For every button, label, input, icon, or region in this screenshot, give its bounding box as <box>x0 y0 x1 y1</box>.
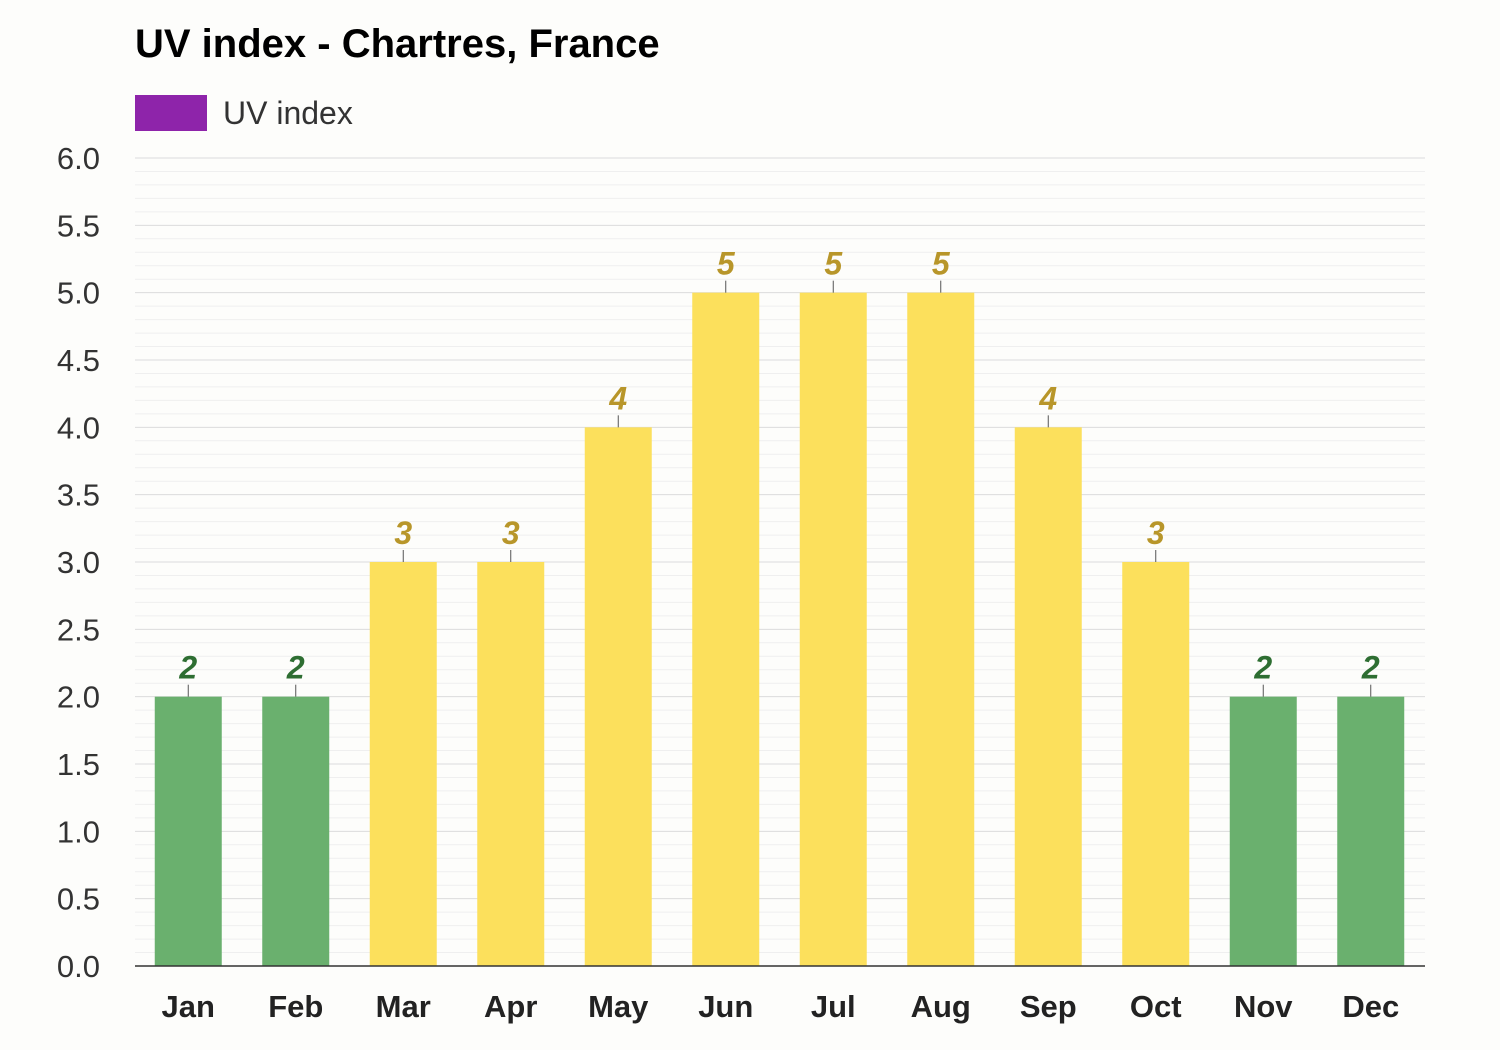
y-tick-label: 1.5 <box>57 747 100 782</box>
y-tick-label: 0.0 <box>57 949 100 984</box>
bar-aug <box>907 292 975 967</box>
axis-layer: 0.0 0.5 1.0 1.5 2.0 2.5 3.0 3.5 4.0 4.5 5.0 5.5 6.0 J… <box>57 141 1425 1024</box>
data-label: 2 <box>286 650 305 686</box>
y-tick-label: 5.5 <box>57 208 100 243</box>
x-tick-label: Nov <box>1234 989 1293 1024</box>
x-tick-label: Feb <box>268 989 323 1024</box>
x-tick-label: Sep <box>1020 989 1077 1024</box>
data-label: 5 <box>932 246 951 282</box>
bar-feb <box>262 696 330 966</box>
x-tick-label: Aug <box>911 989 971 1024</box>
x-tick-label: Jul <box>811 989 856 1024</box>
data-label: 5 <box>824 246 843 282</box>
y-tick-label: 3.5 <box>57 478 100 513</box>
x-tick-label: Jun <box>698 989 753 1024</box>
x-tick-label: Dec <box>1342 989 1399 1024</box>
y-tick-label: 6.0 <box>57 141 100 176</box>
data-label: 4 <box>608 380 627 416</box>
y-tick-label: 3.0 <box>57 545 100 580</box>
legend-swatch <box>135 95 207 131</box>
bar-jun <box>692 292 760 967</box>
y-tick-label: 2.0 <box>57 680 100 715</box>
x-tick-label: Mar <box>376 989 431 1024</box>
chart-legend: UV index <box>135 94 353 132</box>
x-tick-label: Jan <box>162 989 215 1024</box>
data-label: 3 <box>1147 515 1165 551</box>
bar-jan <box>154 696 222 966</box>
data-label: 2 <box>1361 650 1380 686</box>
data-label: 2 <box>1253 650 1272 686</box>
data-label: 3 <box>502 515 520 551</box>
bar-jul <box>799 292 867 967</box>
x-tick-label: Apr <box>484 989 537 1024</box>
bar-dec <box>1337 696 1405 966</box>
bar-sep <box>1014 427 1082 966</box>
bar-nov <box>1229 696 1297 966</box>
bars-layer <box>154 292 1405 967</box>
data-label: 5 <box>717 246 736 282</box>
bar-oct <box>1122 562 1190 966</box>
y-tick-label: 2.5 <box>57 612 100 647</box>
legend-label: UV index <box>223 94 353 131</box>
bar-may <box>584 427 652 966</box>
data-label: 4 <box>1038 380 1057 416</box>
y-tick-label: 1.0 <box>57 814 100 849</box>
y-tick-label: 5.0 <box>57 276 100 311</box>
grid-layer <box>135 157 1425 967</box>
y-tick-label: 4.0 <box>57 410 100 445</box>
y-tick-label: 0.5 <box>57 882 100 917</box>
x-tick-label: May <box>588 989 649 1024</box>
y-tick-label: 4.5 <box>57 343 100 378</box>
data-label: 3 <box>394 515 412 551</box>
bar-mar <box>369 562 437 966</box>
x-tick-label: Oct <box>1130 989 1182 1024</box>
data-labels-layer: 2 2 3 3 4 5 5 5 4 3 2 2 <box>178 246 1380 697</box>
data-label: 2 <box>178 650 197 686</box>
bar-apr <box>477 562 545 966</box>
chart-title: UV index - Chartres, France <box>135 22 660 66</box>
